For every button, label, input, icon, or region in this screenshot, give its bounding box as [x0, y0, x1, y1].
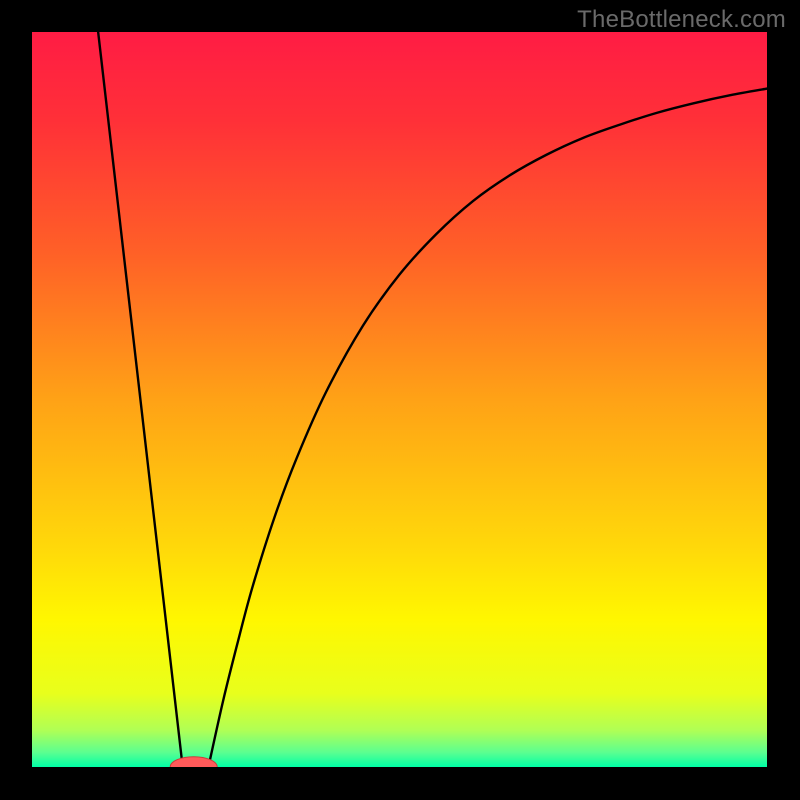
chart-svg: [32, 32, 767, 767]
gradient-background: [32, 32, 767, 767]
watermark-text: TheBottleneck.com: [577, 6, 786, 34]
plot-area: [32, 32, 767, 767]
chart-container: TheBottleneck.com: [0, 0, 800, 800]
